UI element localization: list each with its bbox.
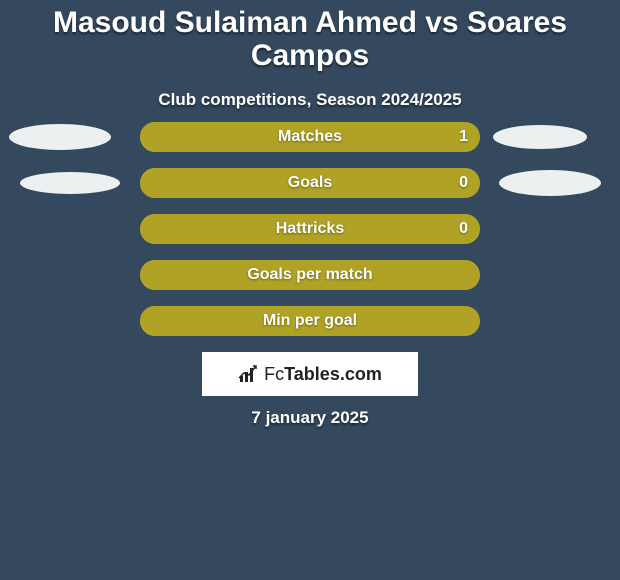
stat-value-right: 0 [459, 174, 468, 192]
stat-pill: Hattricks 0 [140, 214, 480, 244]
logo-text-tables: Tables.com [284, 364, 382, 384]
stat-pill: Matches 1 [140, 122, 480, 152]
left-value-oval [9, 124, 111, 150]
stat-row: Matches 1 [0, 114, 620, 160]
stat-label: Hattricks [276, 220, 344, 238]
stat-label: Min per goal [263, 312, 357, 330]
page-title: Masoud Sulaiman Ahmed vs Soares Campos [0, 0, 620, 72]
stat-row: Goals 0 [0, 160, 620, 206]
stat-pill: Min per goal [140, 306, 480, 336]
logo-text: FcTables.com [264, 364, 382, 385]
comparison-chart: Matches 1 Goals 0 Hattricks 0 Goals per match M… [0, 114, 620, 344]
stat-value-right: 0 [459, 220, 468, 238]
right-value-oval [493, 125, 587, 149]
date-label: 7 january 2025 [0, 408, 620, 428]
stat-label: Matches [278, 128, 342, 146]
stat-row: Min per goal [0, 298, 620, 344]
stat-value-right: 1 [459, 128, 468, 146]
bar-chart-icon [238, 364, 260, 384]
page-subtitle: Club competitions, Season 2024/2025 [0, 90, 620, 110]
stat-row: Goals per match [0, 252, 620, 298]
stat-row: Hattricks 0 [0, 206, 620, 252]
stat-label: Goals [288, 174, 332, 192]
stat-pill: Goals 0 [140, 168, 480, 198]
stat-label: Goals per match [247, 266, 372, 284]
fctables-logo: FcTables.com [202, 352, 418, 396]
right-value-oval [499, 170, 601, 196]
stat-pill: Goals per match [140, 260, 480, 290]
logo-text-fc: Fc [264, 364, 284, 384]
left-value-oval [20, 172, 120, 194]
